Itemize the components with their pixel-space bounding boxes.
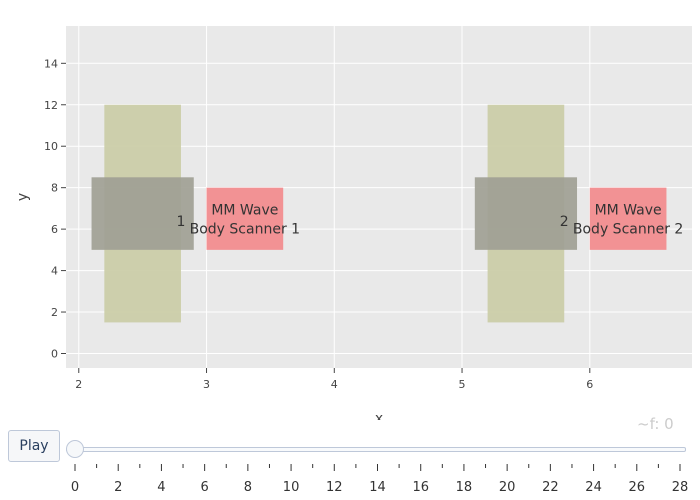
frame-1-label-fragment: 1 <box>177 214 186 230</box>
scanner-1 <box>206 187 284 250</box>
x-tick-label: 2 <box>75 378 82 391</box>
x-tick-label: 5 <box>459 378 466 391</box>
y-tick-label: 12 <box>44 99 58 112</box>
frame-1-wide <box>91 177 194 250</box>
slider-tick-label: 12 <box>326 480 343 495</box>
slider-tick-label: 14 <box>369 480 386 495</box>
y-tick-label: 0 <box>51 347 58 360</box>
scanner-1-label: Body Scanner 1 <box>190 221 300 237</box>
slider-tick-label: 10 <box>283 480 300 495</box>
y-tick-label: 8 <box>51 182 58 195</box>
x-tick-label: 6 <box>586 378 593 391</box>
slider-tick-label: 22 <box>542 480 559 495</box>
slider-tick-label: 16 <box>412 480 429 495</box>
play-button[interactable]: Play <box>8 430 60 462</box>
slider-tick-label: 8 <box>244 480 252 495</box>
slider-track[interactable] <box>66 447 686 452</box>
frame-2-label-fragment: 2 <box>560 214 569 230</box>
slider-tick-label: 2 <box>114 480 122 495</box>
y-tick-label: 6 <box>51 223 58 236</box>
scanner-1-label: MM Wave <box>211 202 278 218</box>
scanner-2 <box>589 187 667 250</box>
y-tick-label: 4 <box>51 265 58 278</box>
slider-ticks: 0 2 4 6 8 10 12 14 16 18 20 22 24 26 28 <box>71 464 689 495</box>
frame-2-wide <box>474 177 578 250</box>
frame-readout: ~f: 0 <box>637 415 674 433</box>
y-tick-label: 2 <box>51 306 58 319</box>
slider-tick-label: 4 <box>157 480 165 495</box>
slider-tick-label: 18 <box>456 480 473 495</box>
y-axis-title: y <box>15 193 31 201</box>
slider-tick-label: 20 <box>499 480 516 495</box>
y-tick-label: 10 <box>44 140 58 153</box>
slider-tick-label: 28 <box>672 480 689 495</box>
slider-tick-label: 6 <box>201 480 209 495</box>
x-tick-label: 4 <box>331 378 338 391</box>
slider-handle[interactable] <box>66 440 84 458</box>
slider-tick-label: 0 <box>71 480 79 495</box>
x-axis-title: x <box>375 411 383 420</box>
scanner-2-label: Body Scanner 2 <box>573 221 683 237</box>
slider-tick-label: 24 <box>585 480 602 495</box>
scanner-2-label: MM Wave <box>595 202 662 218</box>
x-tick-label: 3 <box>203 378 210 391</box>
y-tick-label: 14 <box>44 57 58 70</box>
slider-tick-label: 26 <box>629 480 646 495</box>
